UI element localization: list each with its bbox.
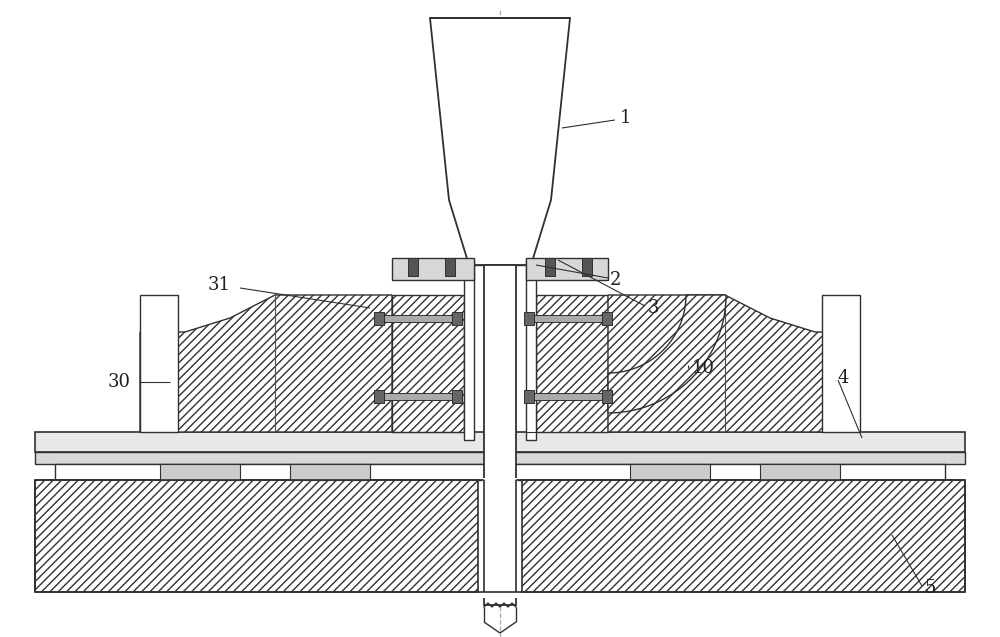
- Bar: [464, 260, 474, 440]
- Bar: [602, 390, 612, 403]
- Bar: [822, 295, 860, 432]
- Text: 3: 3: [648, 299, 660, 317]
- Text: 1: 1: [620, 109, 632, 127]
- Bar: [452, 390, 462, 403]
- Bar: [484, 265, 516, 605]
- Bar: [526, 258, 608, 280]
- Bar: [630, 464, 710, 480]
- Bar: [760, 464, 840, 480]
- Bar: [290, 464, 370, 480]
- Bar: [392, 258, 474, 280]
- Text: 2: 2: [610, 271, 621, 289]
- Polygon shape: [608, 295, 860, 432]
- Bar: [445, 258, 455, 276]
- Bar: [526, 260, 536, 440]
- Bar: [374, 312, 384, 325]
- Bar: [55, 464, 945, 480]
- Bar: [482, 478, 518, 598]
- Bar: [545, 258, 555, 276]
- Bar: [35, 452, 965, 464]
- Polygon shape: [608, 295, 726, 413]
- Polygon shape: [430, 18, 570, 265]
- Bar: [408, 258, 418, 276]
- Bar: [602, 312, 612, 325]
- Bar: [392, 295, 464, 432]
- Bar: [524, 312, 534, 325]
- Bar: [582, 258, 592, 276]
- Bar: [522, 480, 965, 592]
- Bar: [452, 312, 462, 325]
- Text: 31: 31: [208, 276, 231, 294]
- Bar: [374, 390, 384, 403]
- Bar: [524, 390, 534, 403]
- Bar: [35, 432, 965, 452]
- Bar: [384, 315, 452, 322]
- Polygon shape: [140, 295, 392, 432]
- Text: 10: 10: [692, 359, 715, 377]
- Bar: [534, 315, 602, 322]
- Text: 4: 4: [838, 369, 849, 387]
- Bar: [35, 480, 478, 592]
- Bar: [160, 464, 240, 480]
- Bar: [534, 393, 602, 400]
- Text: 5: 5: [925, 579, 936, 597]
- Bar: [536, 295, 608, 432]
- Bar: [384, 393, 452, 400]
- Text: 30: 30: [108, 373, 131, 391]
- Bar: [140, 295, 178, 432]
